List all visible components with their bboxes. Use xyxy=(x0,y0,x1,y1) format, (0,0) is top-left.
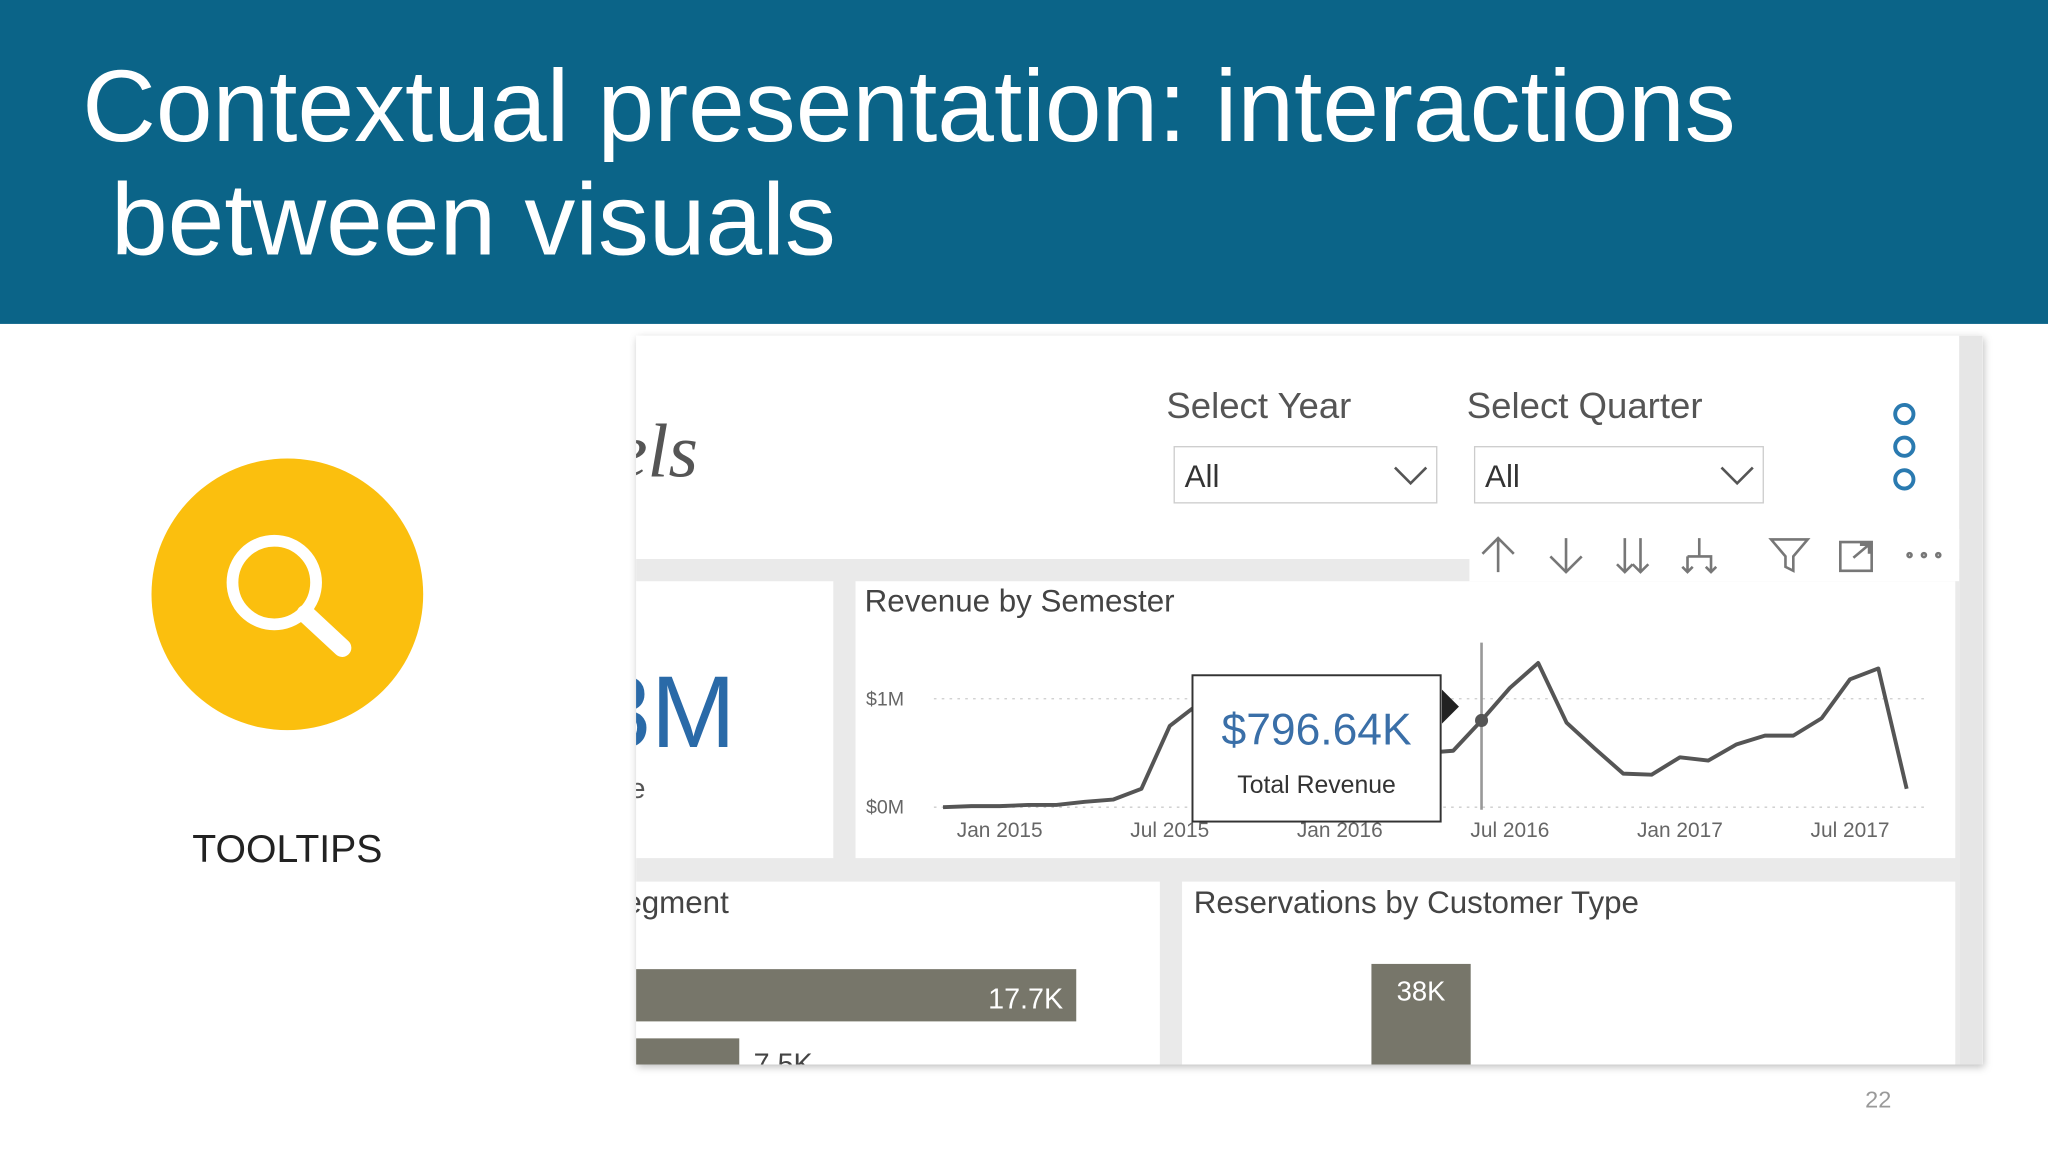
chart-title: Revenue by Semester xyxy=(865,583,1175,618)
chevron xyxy=(1394,466,1428,486)
y-tick-label: $0M xyxy=(866,797,904,819)
dropdown[interactable] xyxy=(1473,446,1764,504)
title-line: between visuals xyxy=(111,163,836,277)
y-tick-label: $1M xyxy=(866,688,904,710)
dropdown-value: All xyxy=(1485,459,1520,494)
x-tick-label: Jul 2017 xyxy=(1811,819,1890,842)
kpi-caption: e xyxy=(630,773,646,805)
header-band xyxy=(0,0,2048,324)
title-line: Contextual presentation: interactions xyxy=(82,49,1735,163)
sidebar-label: TOOLTIPS xyxy=(192,828,382,871)
tooltip-pointer xyxy=(1441,689,1459,724)
bar-label: 7.5K xyxy=(754,1049,813,1081)
tooltip xyxy=(1191,674,1442,823)
dropdown[interactable] xyxy=(1173,446,1438,504)
scrollbar xyxy=(1959,335,1983,1065)
x-tick-label: Jan 2017 xyxy=(1637,819,1723,842)
toolbar-icons[interactable] xyxy=(1481,536,1942,574)
icon-circle xyxy=(151,458,424,731)
dropdown-value: All xyxy=(1185,459,1220,494)
filter-label: Select Quarter xyxy=(1467,385,1703,426)
report-title: els xyxy=(614,410,698,494)
bar xyxy=(636,969,1077,1022)
panel-title: egment xyxy=(624,885,729,920)
bar xyxy=(636,1038,740,1065)
more-dots[interactable] xyxy=(1893,402,1916,491)
chevron xyxy=(1720,466,1754,486)
tooltip-label: Total Revenue xyxy=(1237,772,1396,799)
x-tick-label: Jul 2016 xyxy=(1470,819,1549,842)
x-tick-label: Jan 2016 xyxy=(1297,819,1383,842)
kpi-panel xyxy=(636,581,834,859)
slide-number: 22 xyxy=(1865,1087,1891,1113)
screenshot: els Select Year All Select Quarter All 3… xyxy=(594,335,1983,1081)
column xyxy=(1371,963,1471,1065)
x-tick-label: Jul 2015 xyxy=(1130,819,1209,842)
magnifier xyxy=(226,534,322,631)
reservations-panel xyxy=(1182,881,1956,1065)
panel-title: Reservations by Customer Type xyxy=(1194,885,1639,920)
magnifier-handle xyxy=(296,604,352,657)
tooltip-value: $796.64K xyxy=(1222,705,1412,754)
toolbar xyxy=(1469,528,1960,582)
bar-label: 17.7K xyxy=(988,983,1063,1015)
filter-label: Select Year xyxy=(1166,385,1351,426)
hover-point xyxy=(1475,713,1489,727)
kpi-value: 3M xyxy=(594,655,736,769)
column-label: 38K xyxy=(1397,975,1446,1006)
x-tick-label: Jan 2015 xyxy=(957,819,1043,842)
